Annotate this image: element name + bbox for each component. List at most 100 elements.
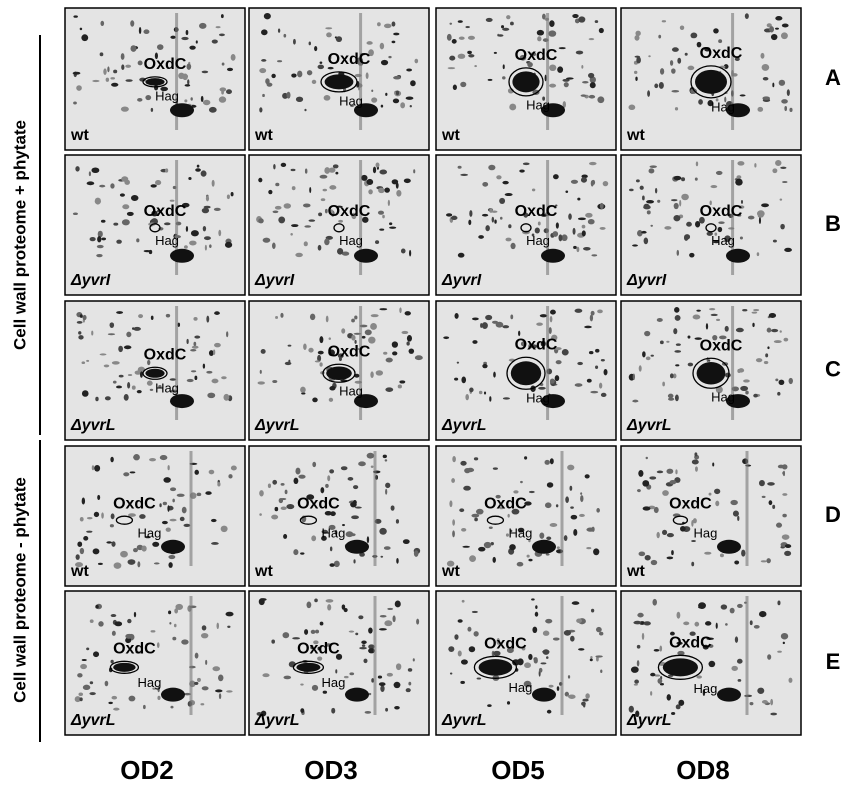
- gel-spot: [634, 35, 639, 41]
- gel-spot: [346, 531, 354, 537]
- gel-spot: [116, 240, 122, 244]
- hag-label: Hag: [155, 233, 179, 248]
- gel-spot: [128, 374, 132, 376]
- gel-spot: [650, 673, 655, 677]
- gel-spot: [469, 388, 473, 393]
- gel-spot: [756, 358, 762, 362]
- gel-spot: [314, 598, 318, 602]
- gel-spot: [89, 692, 95, 695]
- gel-spot: [157, 696, 160, 700]
- gel-panel: OxdCHagwt: [65, 8, 245, 150]
- gel-spot: [681, 177, 685, 181]
- gel-spot: [673, 215, 680, 221]
- gel-spot: [649, 476, 656, 479]
- gel-spot: [125, 79, 132, 82]
- gel-spot: [725, 623, 728, 626]
- gel-spot: [603, 181, 609, 186]
- gel-spot: [693, 518, 697, 523]
- oxdc-label: OxdC: [297, 641, 340, 658]
- gel-spot: [524, 662, 531, 668]
- gel-spot: [392, 22, 396, 27]
- gel-spot: [506, 15, 510, 19]
- gel-spot: [582, 81, 588, 83]
- gel-spot: [499, 198, 505, 204]
- gel-spot: [392, 341, 398, 347]
- gel-spot: [385, 387, 393, 392]
- gel-spot: [597, 96, 604, 103]
- gel-spot: [488, 79, 493, 81]
- gel-spot: [599, 632, 603, 636]
- gel-spot: [518, 331, 520, 336]
- gel-spot: [740, 237, 743, 240]
- gel-spot: [459, 37, 465, 40]
- gel-spot: [462, 600, 465, 603]
- gel-spot: [283, 34, 286, 38]
- gel-spot: [168, 611, 171, 615]
- gel-spot: [93, 548, 100, 554]
- gel-spot: [127, 619, 131, 623]
- gel-spot: [532, 188, 535, 191]
- gel-spot: [110, 524, 114, 527]
- gel-spot: [114, 562, 122, 569]
- gel-spot: [771, 329, 778, 332]
- gel-spot: [631, 666, 639, 672]
- gel-spot: [110, 77, 115, 79]
- hag-label: Hag: [155, 88, 179, 103]
- gel-spot: [396, 519, 399, 524]
- gel-spot: [95, 397, 98, 401]
- gel-spot: [168, 562, 172, 568]
- gel-spot: [312, 685, 318, 691]
- gel-spot: [336, 36, 342, 42]
- gel-spot: [493, 372, 496, 378]
- gel-spot: [782, 534, 790, 539]
- gel-spot: [642, 480, 649, 487]
- gel-spot: [492, 217, 494, 223]
- hag-spot: [726, 249, 750, 263]
- gel-spot: [683, 622, 689, 626]
- gel-spot: [226, 89, 232, 94]
- gel-spot: [684, 235, 688, 241]
- gel-spot: [193, 317, 197, 321]
- gel-spot: [218, 230, 221, 236]
- gel-spot: [469, 646, 475, 652]
- gel-spot: [112, 631, 116, 636]
- gel-spot: [595, 349, 599, 353]
- gel-spot: [170, 36, 175, 39]
- gel-spot: [567, 465, 574, 471]
- gel-spot: [636, 179, 640, 182]
- hag-label: Hag: [508, 680, 532, 695]
- gel-spot: [720, 553, 724, 557]
- gel-spot: [186, 339, 188, 344]
- gel-spot: [680, 526, 686, 532]
- gel-spot: [671, 68, 676, 73]
- gel-spot: [119, 375, 124, 378]
- gel-spot: [669, 480, 676, 484]
- gel-spot: [474, 518, 478, 522]
- gel-spot: [578, 16, 585, 22]
- gel-spot: [203, 100, 210, 105]
- gel-spot: [572, 601, 580, 605]
- oxdc-spot: [663, 658, 698, 676]
- gel-spot: [538, 221, 541, 225]
- gel-spot: [123, 472, 129, 476]
- gel-spot: [98, 621, 103, 627]
- gel-spot: [147, 381, 153, 386]
- gel-spot: [568, 675, 570, 679]
- gel-spot: [713, 28, 719, 33]
- gel-spot: [773, 240, 777, 243]
- gel-spot: [582, 699, 588, 702]
- gel-spot: [472, 340, 477, 344]
- gel-spot: [272, 380, 277, 383]
- gel-spot: [462, 546, 470, 548]
- gel-spot: [392, 41, 396, 44]
- gel-spot: [468, 36, 475, 40]
- gel-spot: [285, 362, 292, 365]
- gel-spot: [110, 183, 114, 188]
- gel-spot: [460, 174, 468, 176]
- gel-spot: [668, 394, 674, 399]
- gel-spot: [691, 562, 694, 567]
- gel-spot: [139, 514, 146, 519]
- gel-spot: [91, 331, 93, 336]
- gel-spot: [650, 691, 652, 696]
- gel-spot: [82, 659, 87, 661]
